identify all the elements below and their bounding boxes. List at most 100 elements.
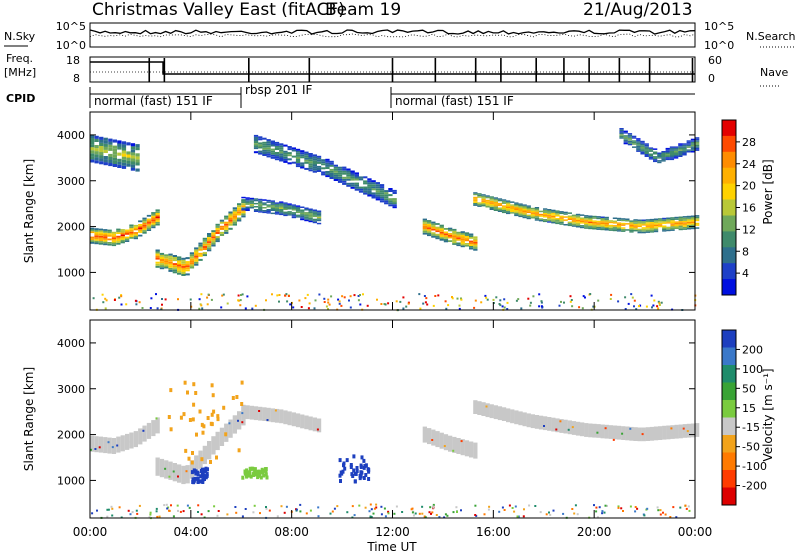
power-scatter <box>610 293 613 296</box>
velocity-scatter <box>593 504 595 507</box>
velocity-speck <box>94 448 97 450</box>
power-cell <box>678 146 683 148</box>
power-cell <box>295 150 301 153</box>
power-cell <box>159 252 165 255</box>
power-cell <box>107 242 112 244</box>
velocity-feature-cell <box>167 415 171 419</box>
power-cell <box>312 209 317 211</box>
power-cell <box>690 141 696 144</box>
power-cell <box>596 220 601 223</box>
velocity-cell <box>514 410 519 425</box>
power-cell <box>666 222 671 224</box>
power-cell <box>262 143 267 146</box>
power-cell <box>258 150 263 153</box>
velocity-scatter <box>657 509 660 512</box>
velocity-feature-cell <box>204 466 208 471</box>
velocity-feature-cell <box>261 470 265 475</box>
power-cell <box>135 144 140 148</box>
power-cell <box>538 213 544 216</box>
velocity-scatter <box>387 510 390 513</box>
velocity-feature-cell <box>216 414 220 419</box>
power-cell <box>346 170 351 173</box>
power-cell <box>287 214 292 216</box>
power-cell <box>90 227 95 230</box>
power-cell <box>291 215 296 217</box>
power-cell <box>304 209 309 211</box>
velocity-scatter <box>411 511 414 514</box>
velocity-feature-cell <box>252 473 256 477</box>
power-cell <box>215 227 220 230</box>
power-cell <box>379 188 385 191</box>
power-cell <box>592 225 597 227</box>
power-cell <box>138 224 143 226</box>
power-cell <box>121 141 127 145</box>
power-cell <box>375 188 380 191</box>
power-cell <box>633 226 638 229</box>
power-cell <box>138 229 143 232</box>
velocity-scatter <box>384 515 387 518</box>
power-cell <box>112 163 117 167</box>
power-cell <box>333 174 338 177</box>
power-cell <box>108 141 113 145</box>
velocity-feature-cell <box>209 460 212 464</box>
velocity-cell <box>473 400 478 414</box>
power-cell <box>202 243 207 246</box>
power-cell <box>346 178 351 181</box>
power-cell <box>325 162 330 165</box>
power-cell <box>159 257 165 259</box>
power-cell <box>279 202 284 205</box>
velocity-scatter <box>443 516 446 519</box>
velocity-colorbar-tick-label: -200 <box>742 480 767 493</box>
power-cell <box>588 220 593 222</box>
power-scatter <box>444 300 447 303</box>
power-scatter <box>384 303 387 306</box>
power-cell <box>249 207 254 209</box>
power-cell <box>274 211 280 214</box>
power-cell <box>103 140 108 144</box>
power-cell <box>181 270 186 272</box>
power-cell <box>168 263 173 266</box>
velocity-scatter <box>548 511 550 514</box>
power-cell <box>670 220 675 222</box>
power-cell <box>674 157 679 159</box>
power-cell <box>379 198 385 201</box>
xtick-label: 16:00 <box>476 525 511 539</box>
power-cell <box>189 260 195 263</box>
power-colorbar-label: Power [dB] <box>761 159 775 224</box>
nsky-tick-low: 10^0 <box>56 39 86 52</box>
velocity-scatter <box>435 514 438 516</box>
power-cell <box>530 215 535 217</box>
power-cell <box>253 151 259 154</box>
velocity-speck <box>237 419 239 422</box>
power-cell <box>662 220 667 223</box>
power-cell <box>194 259 199 262</box>
power-cell <box>300 156 305 159</box>
power-cell <box>636 148 641 151</box>
power-cell <box>108 163 113 167</box>
power-cell <box>506 204 511 207</box>
power-cell <box>287 154 292 157</box>
power-cell <box>670 221 675 224</box>
power-cell <box>94 148 99 152</box>
power-scatter <box>366 304 369 307</box>
power-cell <box>295 165 301 168</box>
power-cell <box>279 213 284 216</box>
velocity-colorbar-swatch <box>722 400 736 418</box>
power-cell <box>291 212 296 214</box>
power-scatter <box>307 307 310 310</box>
power-cell <box>111 231 117 234</box>
power-cell <box>270 142 275 145</box>
velocity-cell <box>477 401 482 415</box>
power-cell <box>460 236 465 239</box>
power-cell <box>443 240 449 243</box>
power-cell <box>90 147 95 151</box>
xtick-label: 12:00 <box>375 525 410 539</box>
power-cell <box>358 176 364 179</box>
power-cell <box>283 144 288 147</box>
power-cell <box>185 273 190 276</box>
velocity-speck <box>629 427 632 430</box>
power-cell <box>571 220 577 223</box>
velocity-scatter <box>299 510 302 513</box>
power-cell <box>448 227 453 230</box>
velocity-feature-cell <box>345 458 349 463</box>
